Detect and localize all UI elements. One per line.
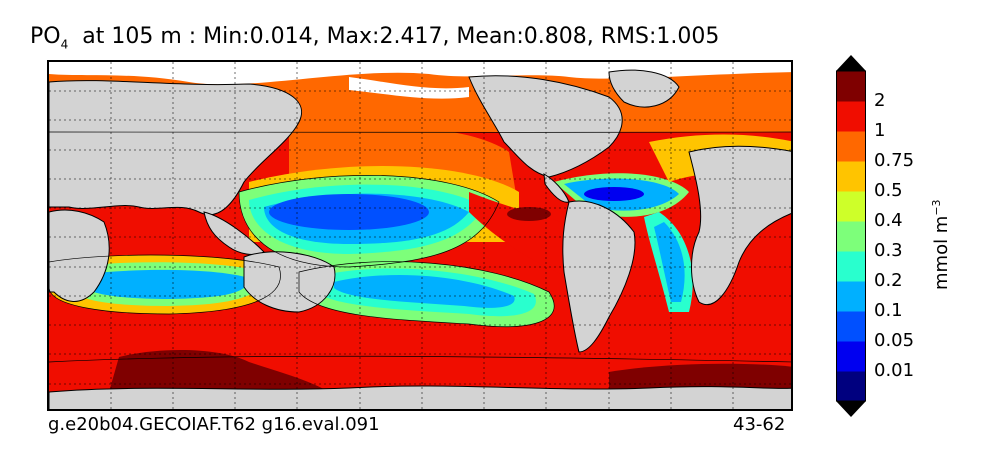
colorbar-bin [836, 191, 866, 222]
colorbar-tick-label: 0.1 [874, 300, 903, 321]
colorbar-bin [836, 341, 866, 372]
colorbar-tick-label: 0.3 [874, 240, 903, 261]
colorbar-bin [836, 221, 866, 252]
colorbar-extend-min [836, 401, 866, 417]
colorbar-tick-label: 0.5 [874, 180, 903, 201]
colorbar-tick-label: 0.75 [874, 150, 915, 171]
colorbar-tick-label: 0.2 [874, 270, 903, 291]
colorbar-tick-label: 1 [874, 120, 886, 141]
colorbar-bin [836, 101, 866, 132]
plot-title: PO4 at 105 m : Min:0.014, Max:2.417, Mea… [30, 24, 720, 52]
colorbar-tick-label: 0.01 [874, 360, 915, 381]
colorbar-bin [836, 131, 866, 162]
ocean-map [47, 60, 793, 411]
colorbar-bin [836, 71, 866, 102]
colorbar-bin [836, 281, 866, 312]
years-label: 43-62 [733, 414, 786, 435]
colorbar-bin [836, 161, 866, 192]
colorbar-tick-label: 0.05 [874, 330, 915, 351]
colorbar-bin [836, 371, 866, 402]
colorbar-extend-max [836, 55, 866, 71]
colorbar-bin [836, 311, 866, 342]
colorbar-bin [836, 251, 866, 282]
colorbar-tick-label: 0.4 [874, 210, 903, 231]
colorbar [836, 55, 866, 417]
colorbar-units: mmol m−3 [930, 199, 952, 290]
colorbar-tick-label: 2 [874, 90, 886, 111]
case-label: g.e20b04.GECOIAF.T62 g16.eval.091 [48, 414, 380, 435]
